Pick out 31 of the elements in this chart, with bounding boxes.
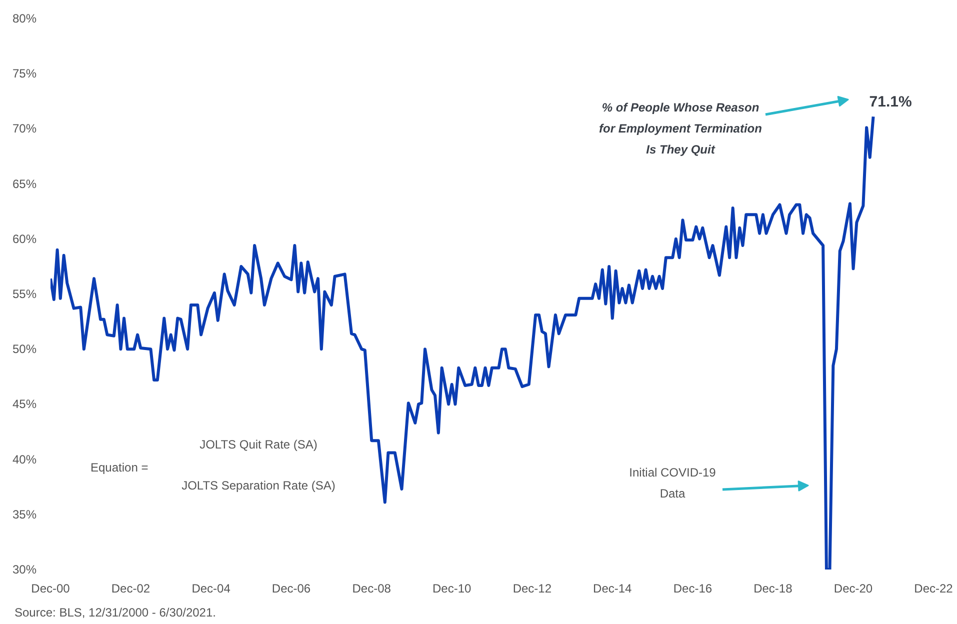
y-tick-label: 50%	[12, 342, 37, 356]
annotation: Initial COVID-19 Data	[629, 466, 716, 500]
x-tick-label: Dec-14	[593, 582, 632, 596]
line-series	[50, 115, 875, 570]
x-tick-label: Dec-02	[111, 582, 150, 596]
y-tick-label: 75%	[12, 66, 37, 81]
x-tick-label: Dec-12	[512, 582, 552, 596]
y-tick-label: 80%	[12, 12, 37, 26]
x-tick-label: Dec-18	[754, 582, 793, 596]
x-tick-label: Dec-08	[352, 582, 392, 596]
annotation: JOLTS Quit Rate (SA)	[200, 438, 318, 452]
x-tick-label: Dec-00	[31, 582, 70, 596]
x-tick-label: Dec-06	[272, 582, 311, 596]
y-tick-label: 55%	[12, 287, 37, 301]
x-tick-label: Dec-20	[834, 582, 873, 596]
y-tick-label: 70%	[12, 122, 37, 136]
x-tick-label: Dec-10	[432, 582, 472, 596]
y-tick-label: 65%	[12, 176, 37, 191]
x-tick-label: Dec-16	[673, 582, 712, 596]
annotation: % of People Whose Reason for Employment Termination Is They Quit	[599, 100, 762, 156]
annotation: Equation =	[90, 460, 148, 474]
y-tick-label: 35%	[12, 507, 37, 522]
annotation: 71.1%	[869, 94, 912, 111]
x-tick-label: Dec-04	[192, 582, 231, 596]
annotation: JOLTS Separation Rate (SA)	[182, 478, 336, 492]
y-tick-label: 45%	[12, 397, 37, 412]
y-tick-label: 40%	[12, 452, 37, 466]
x-tick-label: Dec-22	[914, 582, 954, 596]
y-tick-label: 60%	[12, 232, 37, 246]
source-note: Source: BLS, 12/31/2000 - 6/30/2021.	[14, 606, 216, 620]
y-tick-label: 30%	[12, 562, 37, 576]
